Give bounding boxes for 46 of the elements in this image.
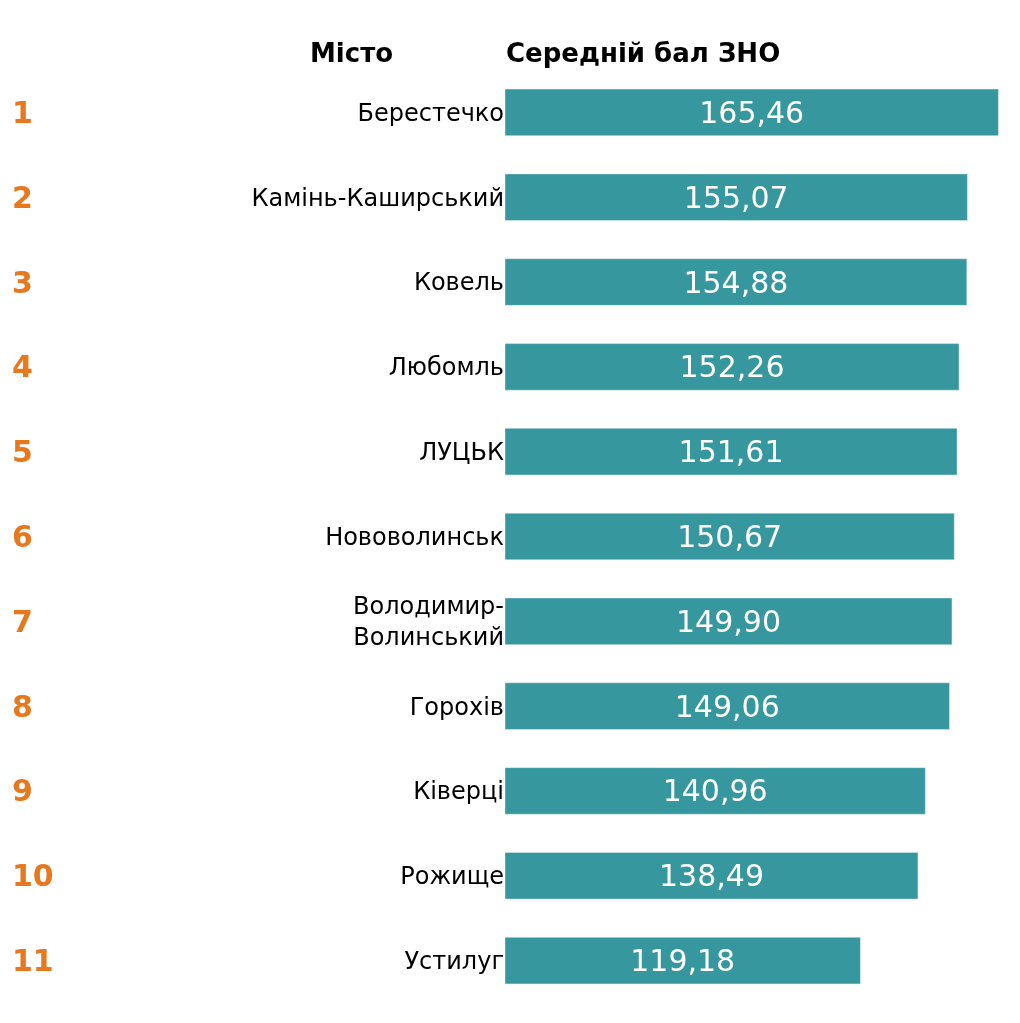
y-tick-label: Рожище	[400, 862, 504, 891]
y-tick-label: Берестечко	[357, 98, 504, 127]
text: 8	[12, 689, 33, 724]
data-label: 155,07	[683, 179, 789, 215]
text: 4	[12, 349, 33, 384]
x-axis-title: Середній бал ЗНО	[506, 38, 781, 68]
data-label: 151,61	[678, 434, 784, 470]
text: 7	[12, 604, 33, 639]
bar	[505, 597, 953, 645]
bar	[505, 88, 999, 136]
data-label: 138,49	[658, 858, 764, 894]
text: 2	[12, 180, 33, 215]
bar	[505, 767, 926, 815]
data-label: 140,96	[662, 773, 768, 809]
data-label: 149,90	[676, 603, 781, 639]
bar	[505, 428, 958, 476]
data-label: 149,06	[674, 688, 780, 724]
data-label: 150,67	[677, 518, 783, 554]
y-tick-label: Ківерці	[413, 777, 504, 806]
text: 6	[12, 519, 33, 554]
bar	[505, 682, 950, 730]
y-tick-label: ЛУЦЬК	[419, 438, 504, 467]
data-label: 165,46	[699, 94, 805, 130]
y-tick-label: Володимир-Волинський	[353, 592, 504, 652]
y-tick-label: Горохів	[409, 692, 504, 721]
bar	[505, 343, 960, 391]
bar	[505, 512, 955, 561]
y-tick-label: Любомль	[388, 353, 504, 382]
y-tick-label: Камінь-Каширський	[251, 183, 504, 212]
y-axis-title: Місто	[310, 38, 394, 68]
bar	[505, 852, 919, 900]
text: 9	[12, 773, 33, 808]
bar	[505, 258, 968, 306]
text: 10	[12, 858, 54, 893]
bar	[505, 173, 968, 221]
y-tick-label: Ковель	[413, 268, 504, 297]
text: 5	[12, 434, 33, 469]
y-tick-label: Устилуг	[404, 946, 504, 975]
text: 1	[12, 95, 33, 130]
data-label: 152,26	[679, 349, 785, 385]
y-tick-label: Нововолинськ	[325, 522, 504, 551]
text: 11	[12, 943, 54, 978]
text: 3	[12, 265, 33, 300]
bar	[505, 937, 861, 985]
data-label: 154,88	[683, 264, 789, 300]
data-label: 119,18	[630, 943, 736, 979]
